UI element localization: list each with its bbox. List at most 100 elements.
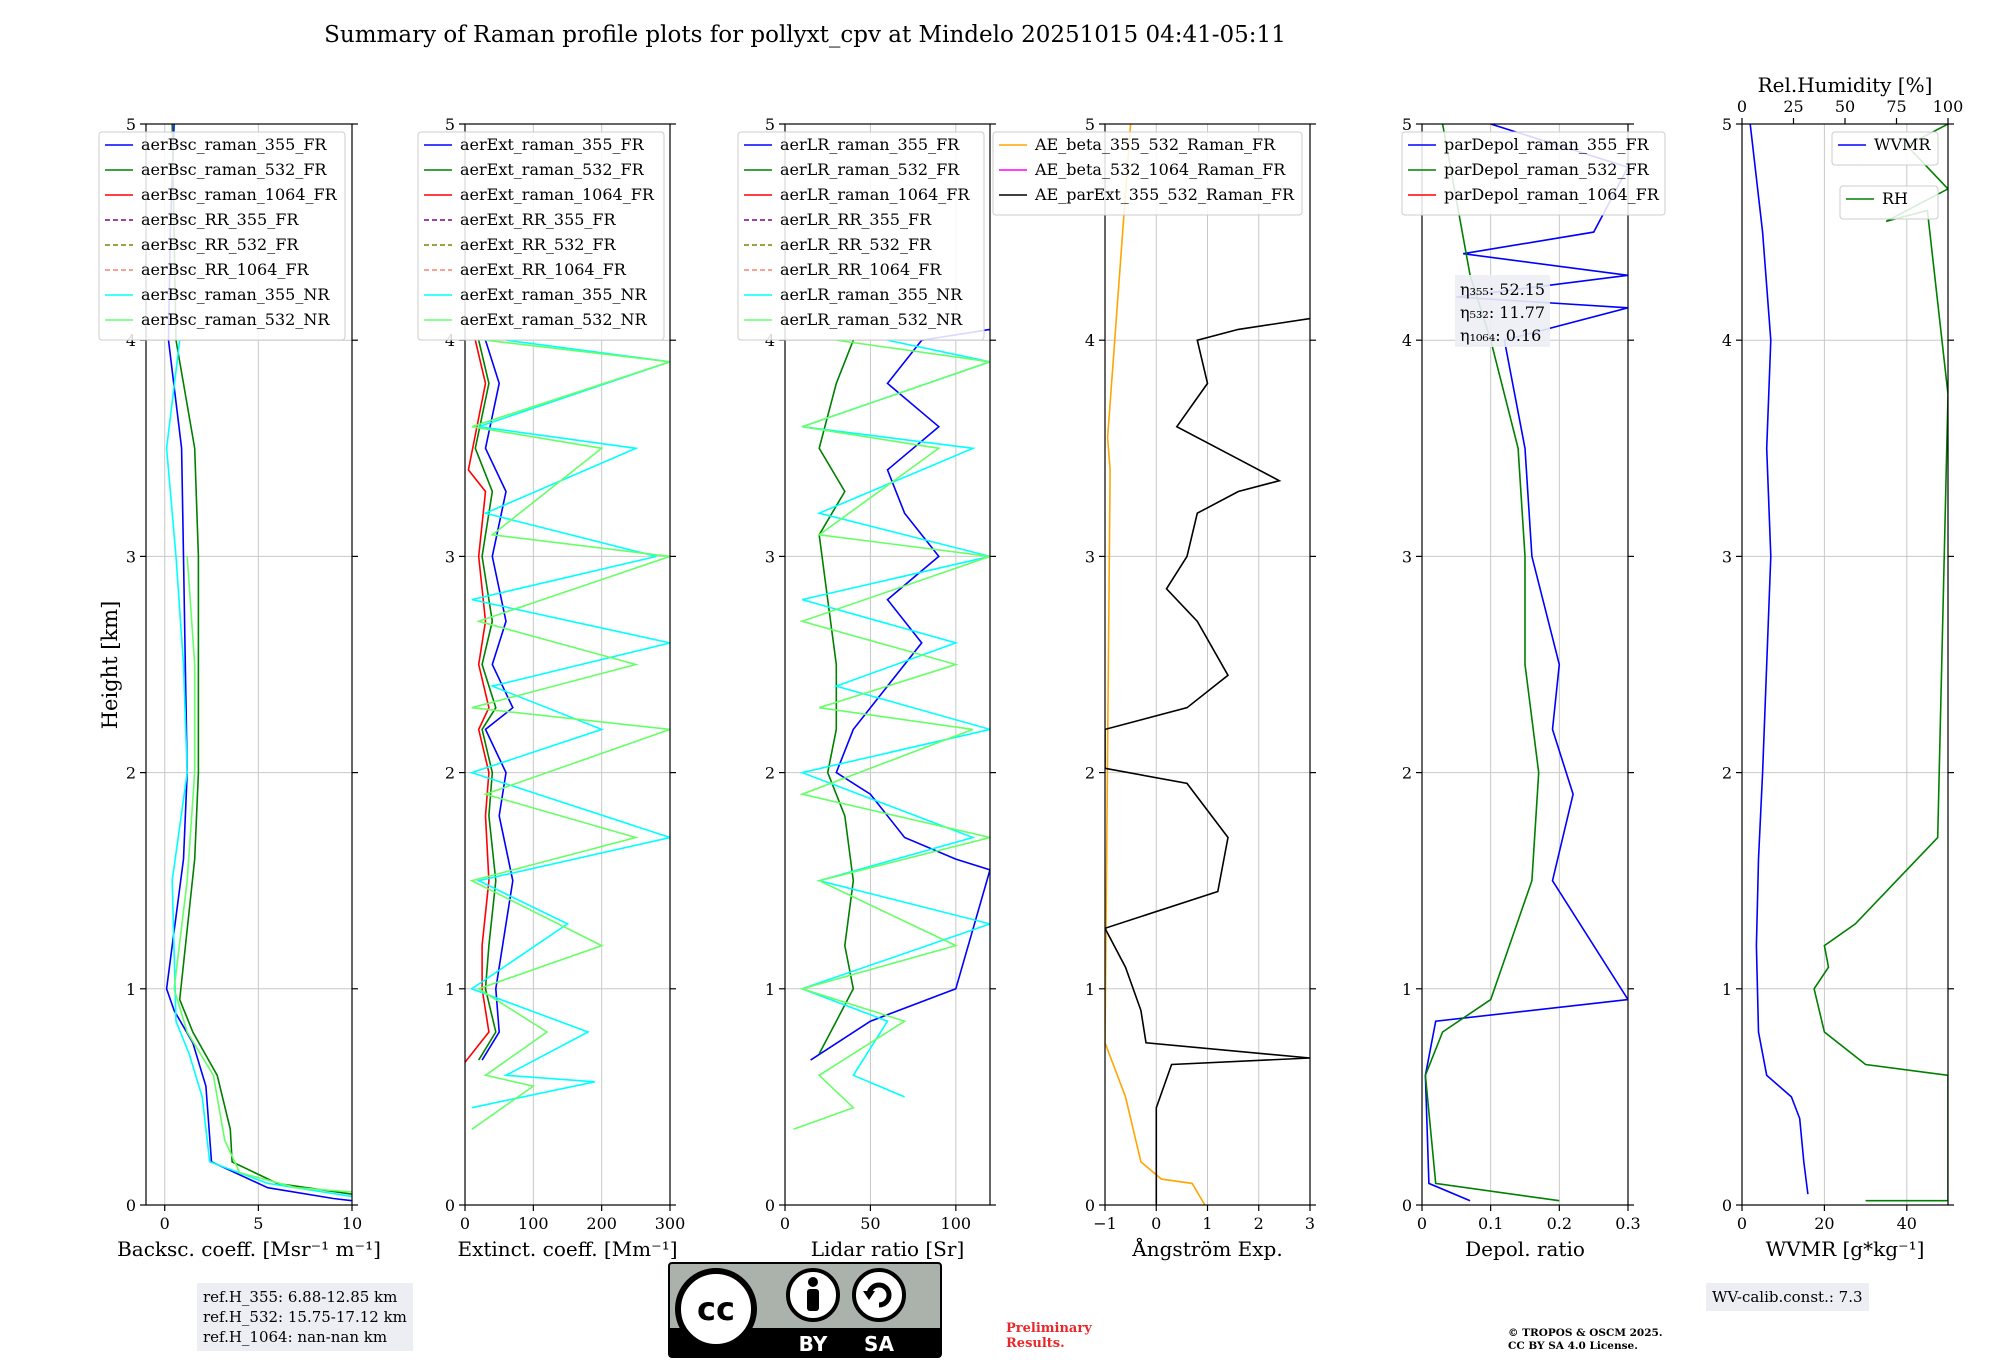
legend-depolarization: parDepol_raman_355_FR parDepol_raman_532_…	[1401, 131, 1666, 216]
reference-heights-box: ref.H_355: 6.88-12.85 km ref.H_532: 15.7…	[197, 1283, 413, 1351]
y-tick-label: 4	[1402, 331, 1412, 350]
axes-frame	[1421, 123, 1629, 1206]
panel-backscatter: 0 5 10 0 1 2 3 4 5 Backsc. coeff. [Msr⁻¹ m⁻¹] aerB…	[98, 115, 381, 1261]
x-axis-label: Extinct. coeff. [Mm⁻¹]	[457, 1237, 677, 1261]
y-tick-label: 4	[126, 331, 136, 350]
x2-tick-label: 0	[1737, 97, 1747, 116]
panel-water_vapor: 0 20 40 0 1 2 3 4 5 WVMR [g*kg⁻¹] 0 25 50 75 100Rel.Hu…	[1722, 73, 1963, 1261]
series-line-aerBsc_raman_532_FR	[171, 124, 352, 1195]
y-tick-label: 5	[1402, 115, 1412, 134]
y-tick-label: 5	[445, 115, 455, 134]
legend-box	[737, 131, 985, 341]
axes-frame	[464, 123, 671, 1206]
copyright-note: © TROPOS & OSCM 2025. CC BY SA 4.0 Licen…	[1508, 1327, 1663, 1353]
y-tick-label: 2	[1722, 764, 1732, 783]
legend-box	[1401, 131, 1666, 216]
series-group	[1749, 124, 1948, 1202]
legend-entry: aerExt_raman_532_FR	[460, 160, 645, 179]
y-tick-label: 0	[1402, 1196, 1412, 1215]
legend-backscatter: aerBsc_raman_355_FR aerBsc_raman_532_FRae…	[98, 131, 346, 341]
preliminary-note: Preliminary Results.	[1006, 1321, 1092, 1351]
legend-entry: AE_beta_532_1064_Raman_FR	[1034, 160, 1286, 179]
y-tick-label: 3	[445, 547, 455, 566]
legend-entry: aerExt_raman_1064_FR	[460, 185, 655, 204]
eta-annotation: η₅₃₂: 11.77	[1460, 303, 1545, 322]
legend-entry: RH	[1882, 189, 1908, 208]
legend-entry: aerLR_RR_355_FR	[780, 210, 932, 229]
legend-wvmr: WVMR	[1831, 131, 1939, 166]
y-axis-label: Height [km]	[98, 601, 122, 730]
x-axis-label: Ångström Exp.	[1131, 1236, 1282, 1261]
copyright-line-1: © TROPOS & OSCM 2025.	[1508, 1327, 1663, 1339]
x-tick-label: 0	[1417, 1214, 1427, 1233]
legend-extinction: aerExt_raman_355_FR aerExt_raman_532_FRae…	[417, 131, 665, 341]
panel-depolarization: 0 0.1 0.2 0.3 0 1 2 3 4 5 Depol. ratio parDepol_ram…	[1401, 115, 1666, 1261]
x-tick-label: 100	[941, 1214, 972, 1233]
x-tick-label: 20	[1814, 1214, 1834, 1233]
legend-box	[992, 131, 1303, 216]
cc-label: cc	[697, 1290, 735, 1328]
y-tick-label: 0	[1085, 1196, 1095, 1215]
ref-height-355: ref.H_355: 6.88-12.85 km	[203, 1288, 398, 1306]
y-tick-label: 1	[1402, 980, 1412, 999]
share-alike-arc	[866, 1282, 892, 1308]
x-tick-label: 0.3	[1615, 1214, 1640, 1233]
x-axis-label: Lidar ratio [Sr]	[811, 1237, 965, 1261]
series-line-aerLR_raman_355_NR	[799, 339, 990, 1098]
y-tick-label: 4	[445, 331, 455, 350]
x-axis-label: Backsc. coeff. [Msr⁻¹ m⁻¹]	[117, 1237, 381, 1261]
panel-lidar_ratio: 0 50 100 0 1 2 3 4 5 Lidar ratio [Sr] aerLR_raman_…	[737, 115, 996, 1261]
y-tick-label: 0	[126, 1196, 136, 1215]
x-tick-label: 1	[1202, 1214, 1212, 1233]
series-line-aerExt_raman_532_NR	[469, 339, 670, 1130]
preliminary-line-2: Results.	[1006, 1336, 1065, 1351]
y-tick-label: 3	[126, 547, 136, 566]
y-tick-label: 2	[765, 764, 775, 783]
by-label: BY	[799, 1332, 828, 1356]
legend-entry: aerBsc_raman_1064_FR	[141, 185, 338, 204]
legend-box	[98, 131, 346, 341]
x-tick-label: 3	[1305, 1214, 1315, 1233]
y-tick-label: 2	[126, 764, 136, 783]
y-tick-label: 4	[1722, 331, 1732, 350]
x-tick-label: 40	[1897, 1214, 1917, 1233]
x-tick-label: 0	[780, 1214, 790, 1233]
y-tick-label: 2	[1085, 764, 1095, 783]
y-tick-label: 3	[1722, 547, 1732, 566]
copyright-line-2: CC BY SA 4.0 License.	[1508, 1340, 1638, 1352]
series-line-aerExt_raman_355_NR	[469, 339, 670, 1109]
ref-height-532: ref.H_532: 15.75-17.12 km	[203, 1308, 407, 1326]
x2-axis-label: Rel.Humidity [%]	[1758, 73, 1933, 97]
ref-height-1064: ref.H_1064: nan-nan km	[203, 1328, 388, 1346]
legend-entry: aerExt_RR_1064_FR	[460, 260, 627, 279]
series-line-aerExt_raman_532_FR	[474, 340, 497, 1061]
annotation-box	[1455, 275, 1550, 347]
eta-annotations: η₃₅₅: 52.15 η₅₃₂: 11.77 η₁₀₆₄: 0.16	[1455, 275, 1550, 347]
x-tick-label: 100	[518, 1214, 549, 1233]
x-tick-label: 300	[655, 1214, 686, 1233]
legend-entry: parDepol_raman_532_FR	[1444, 160, 1650, 179]
series-line-parDepol_raman_355_FR	[1424, 124, 1628, 1202]
x-tick-label: 0	[1151, 1214, 1161, 1233]
series-line-AE_parExt_355_532_Raman_FR	[1105, 317, 1310, 1205]
legend-lidar_ratio: aerLR_raman_355_FR aerLR_raman_532_FR aerL…	[737, 131, 985, 341]
axes-frame	[145, 123, 353, 1206]
legend-entry: aerExt_raman_355_FR	[460, 135, 645, 154]
y-tick-label: 0	[1722, 1196, 1732, 1215]
series-line-aerBsc_raman_355_NR	[165, 340, 352, 1198]
axes-frame	[784, 123, 991, 1206]
legend-entry: aerLR_raman_355_NR	[780, 285, 963, 304]
x-tick-label: 0.1	[1478, 1214, 1503, 1233]
y-tick-label: 2	[1402, 764, 1412, 783]
x-tick-label: 0.2	[1547, 1214, 1572, 1233]
series-line-aerBsc_raman_355_FR	[165, 124, 352, 1202]
x-tick-label: 50	[860, 1214, 880, 1233]
y-tick-label: 4	[1085, 331, 1095, 350]
y-tick-label: 3	[765, 547, 775, 566]
eta-annotation: η₃₅₅: 52.15	[1460, 280, 1545, 299]
legend-entry: aerLR_raman_355_FR	[780, 135, 960, 154]
figure-title: Summary of Raman profile plots for polly…	[324, 22, 1286, 48]
legend-entry: parDepol_raman_355_FR	[1444, 135, 1650, 154]
x-tick-label: 0	[460, 1214, 470, 1233]
